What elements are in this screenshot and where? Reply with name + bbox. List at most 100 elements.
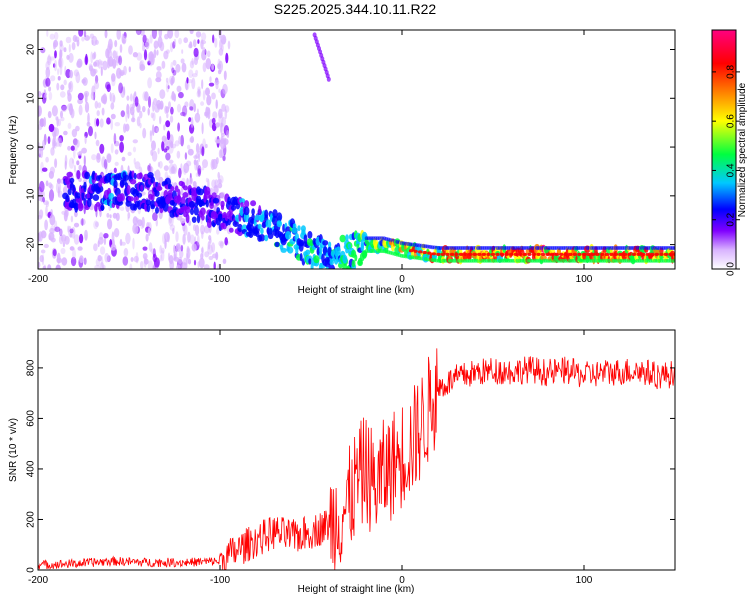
heatmap-cell xyxy=(119,69,125,76)
heatmap-cell xyxy=(187,231,191,243)
heatmap-cell xyxy=(110,143,114,154)
heatmap-cell xyxy=(50,237,56,243)
heatmap-cell xyxy=(244,200,250,208)
heatmap-cell xyxy=(52,249,57,257)
heatmap-cell xyxy=(158,30,163,38)
heatmap-cell xyxy=(63,47,67,53)
heatmap-cell xyxy=(41,167,48,172)
heatmap-cell xyxy=(163,165,169,172)
heatmap-plot-area xyxy=(38,30,675,269)
colorbar-tick-label: 0.8 xyxy=(726,64,737,78)
heatmap-cell xyxy=(142,105,146,113)
heatmap-cell xyxy=(62,186,68,195)
heatmap-cell xyxy=(66,54,70,60)
heatmap-cell xyxy=(251,208,255,216)
heatmap-cell xyxy=(140,184,144,191)
heatmap-cell xyxy=(427,251,432,255)
heatmap-cell xyxy=(195,143,200,154)
heatmap-cell xyxy=(128,66,131,73)
heatmap-cell xyxy=(61,104,67,111)
heatmap-cell xyxy=(55,116,58,121)
heatmap-cell xyxy=(50,75,56,82)
heatmap-cell xyxy=(48,235,52,240)
heatmap-cell xyxy=(195,69,199,75)
heatmap-cell xyxy=(188,79,193,84)
y-tick-label: 200 xyxy=(26,511,37,528)
heatmap-cell xyxy=(609,252,614,256)
heatmap-cell xyxy=(193,159,197,166)
heatmap-cell xyxy=(298,239,305,247)
heatmap-cell xyxy=(222,258,227,264)
heatmap-cell xyxy=(216,227,220,235)
heatmap-cell xyxy=(73,69,80,77)
heatmap-cell xyxy=(157,161,160,168)
heatmap-cell xyxy=(220,132,225,138)
heatmap-cell xyxy=(201,122,204,135)
heatmap-cell xyxy=(110,102,115,110)
heatmap-cell xyxy=(68,82,72,90)
heatmap-cell xyxy=(40,249,46,254)
heatmap-cell xyxy=(180,244,184,252)
heatmap-cell xyxy=(120,110,126,118)
heatmap-cell xyxy=(672,252,675,256)
heatmap-cell xyxy=(672,258,675,263)
heatmap-cell xyxy=(127,151,132,156)
heatmap-cell xyxy=(167,30,174,39)
heatmap-cell xyxy=(73,164,76,173)
heatmap-cell xyxy=(495,252,500,256)
heatmap-cell xyxy=(65,36,72,44)
heatmap-cell xyxy=(131,117,136,123)
heatmap-cell xyxy=(136,173,143,180)
heatmap-cell xyxy=(202,47,206,56)
heatmap-cell xyxy=(142,34,147,43)
heatmap-cell xyxy=(545,252,550,256)
heatmap-cell xyxy=(224,108,228,120)
heatmap-cell xyxy=(191,243,197,252)
heatmap-cell xyxy=(225,52,229,64)
heatmap-cell xyxy=(200,253,204,260)
heatmap-cell xyxy=(94,39,99,45)
heatmap-cell xyxy=(254,214,261,221)
heatmap-cell xyxy=(173,38,177,46)
colorbar-tick-label: 0.4 xyxy=(726,163,737,177)
heatmap-cell xyxy=(108,38,113,51)
heatmap-cell xyxy=(197,168,201,177)
heatmap-cell xyxy=(70,256,77,267)
heatmap-cell xyxy=(193,259,197,266)
heatmap-cell xyxy=(308,258,312,265)
heatmap-cell xyxy=(210,159,215,171)
heatmap-cell xyxy=(164,231,170,243)
heatmap-cell xyxy=(192,181,197,187)
heatmap-cell xyxy=(197,39,200,44)
heatmap-cell xyxy=(152,112,156,122)
heatmap-cell xyxy=(239,198,246,204)
heatmap-cell xyxy=(211,242,216,253)
y-tick-label: 0 xyxy=(26,567,37,573)
heatmap-cell xyxy=(276,220,282,228)
heatmap-cell xyxy=(62,241,65,248)
line-plot-area xyxy=(38,348,675,570)
heatmap-cell xyxy=(96,118,100,127)
heatmap-cell xyxy=(139,110,143,119)
heatmap-cell xyxy=(119,44,123,53)
heatmap-cell xyxy=(559,252,564,256)
heatmap-cell xyxy=(650,252,655,256)
heatmap-cell xyxy=(183,168,187,175)
heatmap-cell xyxy=(197,165,202,175)
heatmap-cell xyxy=(57,186,60,198)
heatmap-cell xyxy=(135,252,139,262)
heatmap-cell xyxy=(78,104,83,116)
heatmap-cell xyxy=(38,124,43,131)
heatmap-cell xyxy=(54,226,61,233)
heatmap-cell xyxy=(180,111,186,117)
heatmap-cell xyxy=(164,105,168,115)
heatmap-cell xyxy=(49,56,56,61)
heatmap-cell xyxy=(668,252,673,256)
heatmap-cell xyxy=(96,153,101,163)
heatmap-cell xyxy=(159,115,162,125)
heatmap-cell xyxy=(48,123,55,133)
heatmap-cell xyxy=(91,39,94,45)
heatmap-cell xyxy=(102,93,108,105)
heatmap-cell xyxy=(81,147,87,154)
